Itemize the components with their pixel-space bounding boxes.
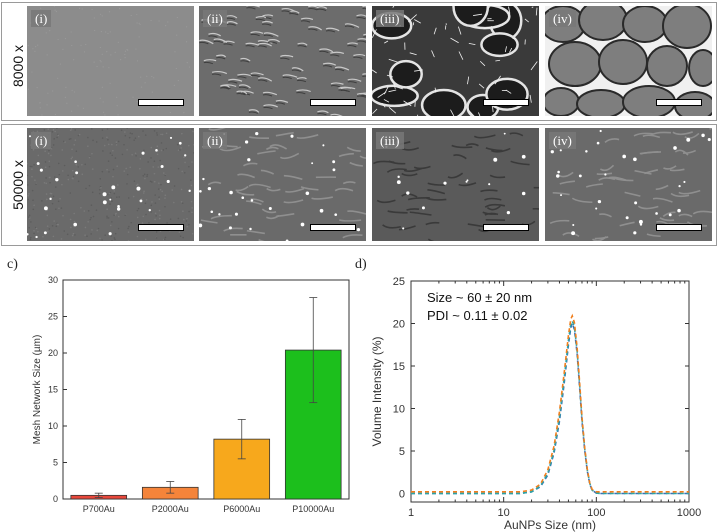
y-tick-label: 20	[393, 319, 405, 331]
pdi-annotation: PDI ~ 0.11 ± 0.02	[427, 308, 528, 323]
panel-d-letter: d)	[355, 257, 367, 272]
x-tick-label: P10000Au	[292, 504, 334, 514]
sem-image-row-a-4: (iv)	[545, 6, 712, 116]
sem-image-tag: (i)	[31, 10, 52, 27]
panel-b-magnification: 50000 x	[10, 160, 26, 210]
y-tick-label: 25	[48, 312, 58, 322]
sem-image-row-a-3: (iii)	[372, 6, 539, 116]
series-line-2	[411, 318, 689, 495]
sem-image-tag: (iii)	[376, 132, 404, 149]
sem-image-row-b-2: (ii)	[199, 128, 366, 241]
x-axis-label: AuNPs Size (nm)	[504, 518, 596, 532]
scale-bar	[483, 99, 529, 106]
sem-image-tag: (iv)	[549, 10, 576, 27]
y-tick-label: 30	[48, 275, 58, 285]
y-tick-label: 25	[393, 276, 405, 288]
sem-image-tag: (iii)	[376, 10, 404, 27]
panel-c-letter: c)	[7, 257, 18, 272]
plot-frame	[410, 280, 690, 503]
sem-image-row-a-2: (ii)	[199, 6, 366, 116]
sem-image-row-a-1: (i)	[27, 6, 194, 116]
size-annotation: Size ~ 60 ± 20 nm	[427, 290, 533, 305]
scale-bar	[483, 224, 529, 231]
panel-a-magnification: 8000 x	[10, 44, 26, 88]
mesh-size-bar-chart: 0 5 10 15 20 25 30 P700Au P2000Au P6000Au P10000Au…	[32, 275, 350, 514]
y-tick-label: 10	[393, 404, 405, 416]
scale-bar	[310, 99, 356, 106]
x-tick-label: 100	[587, 507, 605, 519]
y-axis-label: Mesh Network Size (µm)	[32, 335, 43, 445]
series-line-1	[411, 321, 689, 495]
x-tick-label: P700Au	[83, 504, 115, 514]
x-tick-label: P6000Au	[223, 504, 260, 514]
y-tick-label: 15	[48, 385, 58, 395]
sem-image-tag: (i)	[31, 132, 52, 149]
y-axis-label: Volume Intensity (%)	[370, 336, 384, 446]
y-tick-label: 0	[399, 489, 405, 501]
aunp-size-distribution-chart: 0 5 10 15 20 25 1 10 100 1000 AuNPs Size (nm) Volum…	[370, 276, 701, 532]
sem-image-row-b-4: (iv)	[545, 128, 712, 241]
y-tick-label: 15	[393, 361, 405, 373]
scale-bar	[656, 224, 702, 231]
scale-bar	[310, 224, 356, 231]
y-tick-label: 0	[53, 494, 58, 504]
sem-image-tag: (ii)	[203, 132, 227, 149]
scale-bar	[656, 99, 702, 106]
y-tick-label: 20	[48, 348, 58, 358]
sem-image-tag: (iv)	[549, 132, 576, 149]
x-tick-label: P2000Au	[152, 504, 189, 514]
sem-image-row-b-3: (iii)	[372, 128, 539, 241]
scale-bar	[138, 224, 184, 231]
y-tick-label: 10	[48, 421, 58, 431]
x-tick-label: 1	[408, 507, 414, 519]
scale-bar	[138, 99, 184, 106]
y-tick-label: 5	[399, 446, 405, 458]
x-tick-label: 10	[498, 507, 510, 519]
x-tick-label: 1000	[677, 507, 701, 519]
y-tick-label: 5	[53, 458, 58, 468]
sem-image-tag: (ii)	[203, 10, 227, 27]
sem-image-row-b-1: (i)	[27, 128, 194, 241]
